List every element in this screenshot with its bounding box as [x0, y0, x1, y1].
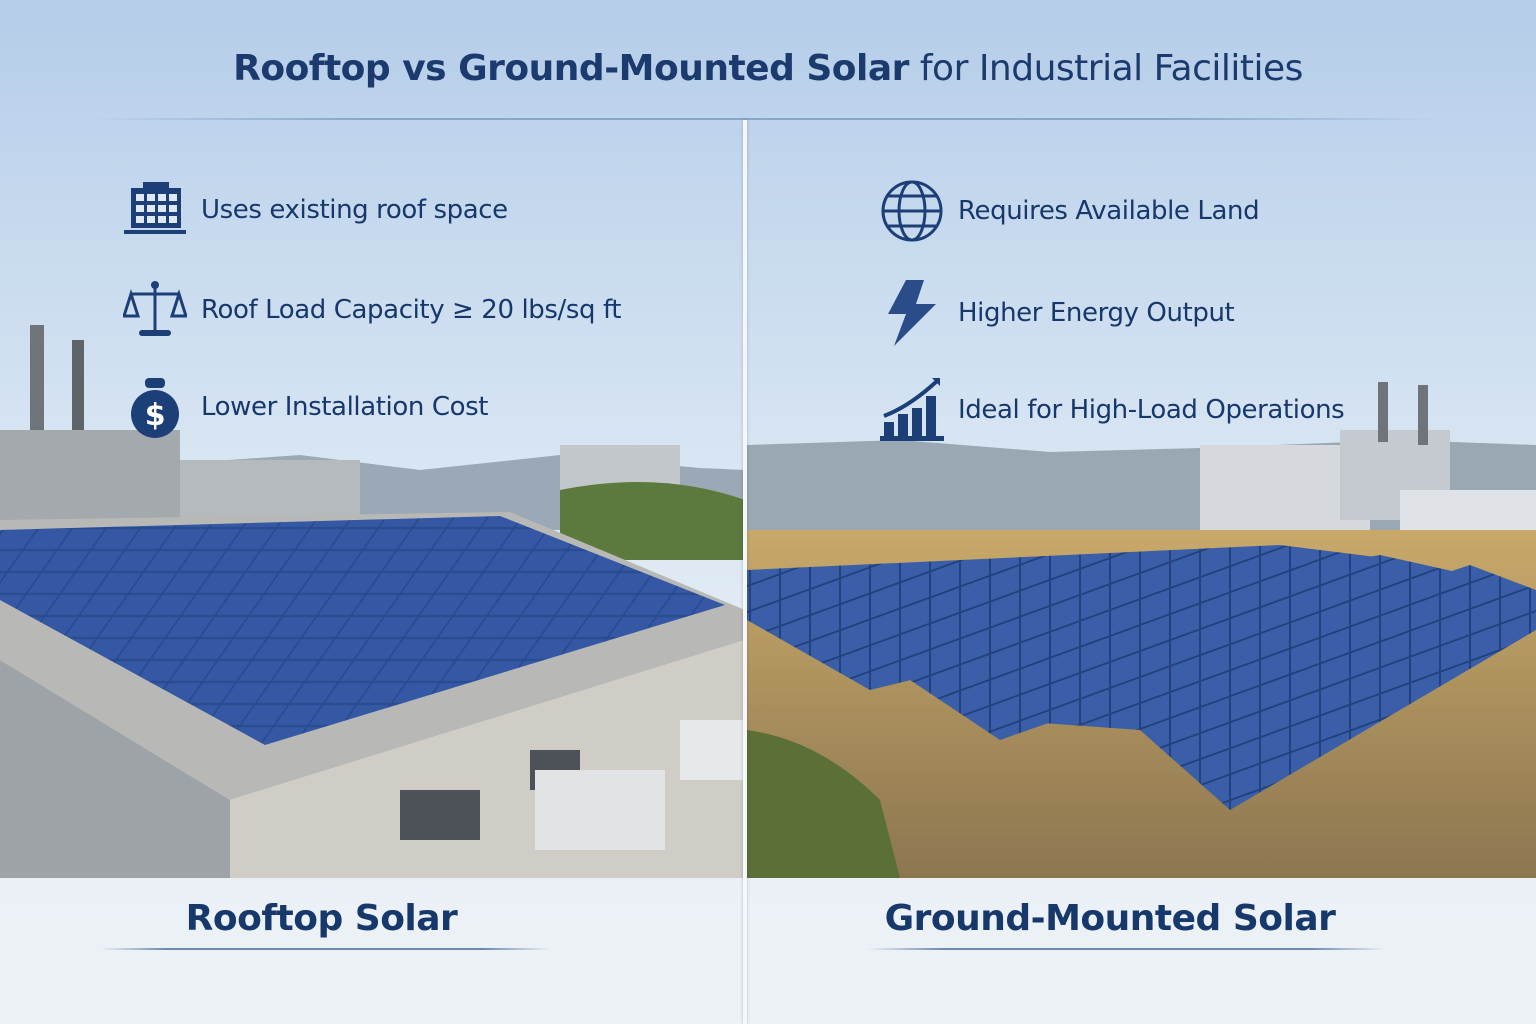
feature-text: Requires Available Land — [958, 196, 1260, 226]
label-underline — [100, 948, 550, 950]
feature-text: Ideal for High-Load Operations — [958, 395, 1345, 425]
globe-icon — [880, 179, 944, 243]
ground-mounted-solar-label: Ground-Mounted Solar — [884, 898, 1336, 939]
feature-install-cost: $ Lower Installation Cost — [123, 375, 488, 439]
ground-mount-scene — [747, 382, 1536, 878]
scale-icon — [123, 278, 187, 342]
title-divider — [90, 118, 1440, 120]
ground-label-band: Ground-Mounted Solar — [747, 878, 1536, 1024]
label-underline — [867, 948, 1387, 950]
lightning-icon — [880, 280, 944, 346]
feature-text: Uses existing roof space — [201, 195, 508, 225]
title-rest: for Industrial Facilities — [919, 48, 1304, 89]
feature-text: Roof Load Capacity ≥ 20 lbs/sq ft — [201, 295, 622, 325]
feature-text: Higher Energy Output — [958, 298, 1235, 328]
money-bag-icon: $ — [123, 375, 187, 439]
feature-load-capacity: Roof Load Capacity ≥ 20 lbs/sq ft — [123, 278, 621, 342]
building-icon — [123, 178, 187, 242]
feature-land: Requires Available Land — [880, 179, 1260, 243]
rooftop-solar-label: Rooftop Solar — [185, 898, 458, 939]
rooftop-scene — [0, 325, 745, 878]
title-bold: Rooftop vs Ground-Mounted Solar — [233, 48, 909, 89]
panel-divider — [743, 120, 747, 1024]
rooftop-label-band: Rooftop Solar — [0, 878, 743, 1024]
feature-roof-space: Uses existing roof space — [123, 178, 508, 242]
feature-energy: Higher Energy Output — [880, 280, 1235, 346]
feature-high-load: Ideal for High-Load Operations — [880, 378, 1345, 442]
feature-text: Lower Installation Cost — [201, 392, 489, 422]
page-title: Rooftop vs Ground-Mounted Solar for Indu… — [0, 48, 1536, 89]
svg-text:$: $ — [145, 398, 165, 433]
growth-chart-icon — [880, 378, 944, 442]
